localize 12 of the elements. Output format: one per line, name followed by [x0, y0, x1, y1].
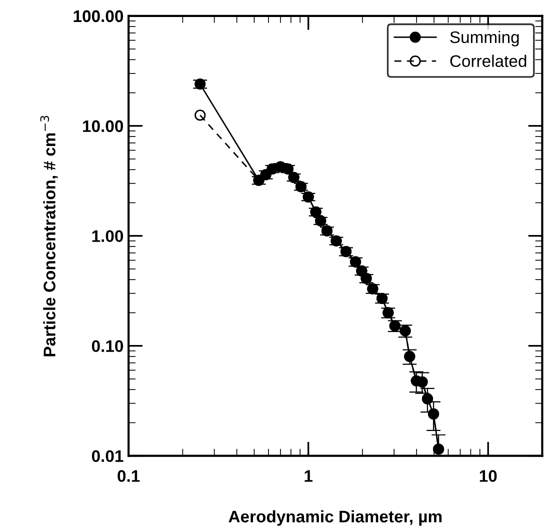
legend-label: Correlated — [450, 54, 526, 68]
legend-label: Summing — [450, 30, 519, 46]
x-tick-label: 10 — [480, 470, 497, 482]
y-tick-label: 100.00 — [74, 10, 124, 22]
x-tick-label: 1 — [304, 470, 313, 482]
y-tick-label: 0.10 — [92, 340, 124, 352]
y-tick-label: 10.00 — [83, 120, 124, 132]
y-tick-label: 1.00 — [92, 230, 124, 242]
x-tick-label: 0.1 — [118, 470, 140, 482]
y-tick-label: 0.01 — [92, 450, 124, 462]
y-axis-title: Particle Concentration, # cm$^{−3}$ — [40, 116, 58, 356]
x-axis-title: Aerodynamic Diameter, µm — [228, 510, 442, 526]
